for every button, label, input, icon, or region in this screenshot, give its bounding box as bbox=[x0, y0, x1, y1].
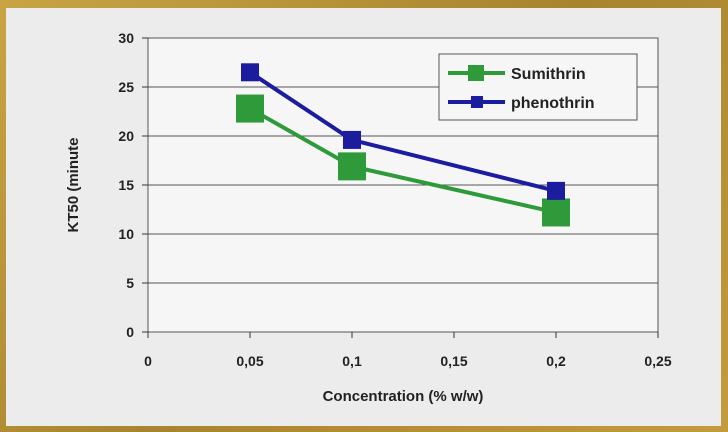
x-tick-label: 0,15 bbox=[440, 353, 467, 369]
y-tick-label: 30 bbox=[118, 30, 134, 46]
x-tick-label: 0,05 bbox=[236, 353, 263, 369]
data-point-sumithrin bbox=[338, 152, 366, 181]
y-tick-labels: 0 5 10 15 20 25 30 bbox=[118, 30, 134, 340]
x-tick-labels: 0 0,05 0,1 0,15 0,2 0,25 bbox=[144, 353, 672, 369]
data-point-phenothrin bbox=[343, 130, 361, 149]
y-tick-label: 25 bbox=[118, 79, 134, 95]
y-tick-label: 0 bbox=[126, 324, 134, 340]
grid-lines bbox=[142, 37, 659, 338]
line-chart: 0 5 10 15 20 25 30 0 0,05 0,1 0,15 0,2 0,25 Concent… bbox=[65, 30, 672, 405]
legend-label-sumithrin: Sumithrin bbox=[511, 66, 586, 83]
x-tick-label: 0,1 bbox=[342, 353, 362, 369]
chart-panel: 0 5 10 15 20 25 30 0 0,05 0,1 0,15 0,2 0,25 Concent… bbox=[6, 8, 721, 426]
data-point-phenothrin bbox=[547, 181, 565, 200]
data-point-sumithrin bbox=[542, 198, 570, 227]
y-tick-label: 15 bbox=[118, 177, 134, 193]
data-point-sumithrin bbox=[236, 94, 264, 123]
data-point-phenothrin bbox=[241, 63, 259, 82]
x-tick-label: 0,2 bbox=[546, 353, 566, 369]
y-tick-label: 10 bbox=[118, 226, 134, 242]
y-tick-label: 5 bbox=[126, 275, 134, 291]
legend: Sumithrin phenothrin bbox=[438, 53, 638, 121]
legend-label-phenothrin: phenothrin bbox=[511, 95, 595, 112]
x-tick-label: 0,25 bbox=[644, 353, 671, 369]
series-points bbox=[236, 63, 570, 227]
legend-marker-sumithrin bbox=[468, 65, 484, 81]
y-tick-label: 20 bbox=[118, 128, 134, 144]
x-axis-title: Concentration (% w/w) bbox=[323, 388, 484, 405]
y-axis-title: KT50 (minute bbox=[65, 137, 82, 232]
legend-marker-phenothrin bbox=[471, 96, 483, 108]
x-tick-label: 0 bbox=[144, 353, 152, 369]
